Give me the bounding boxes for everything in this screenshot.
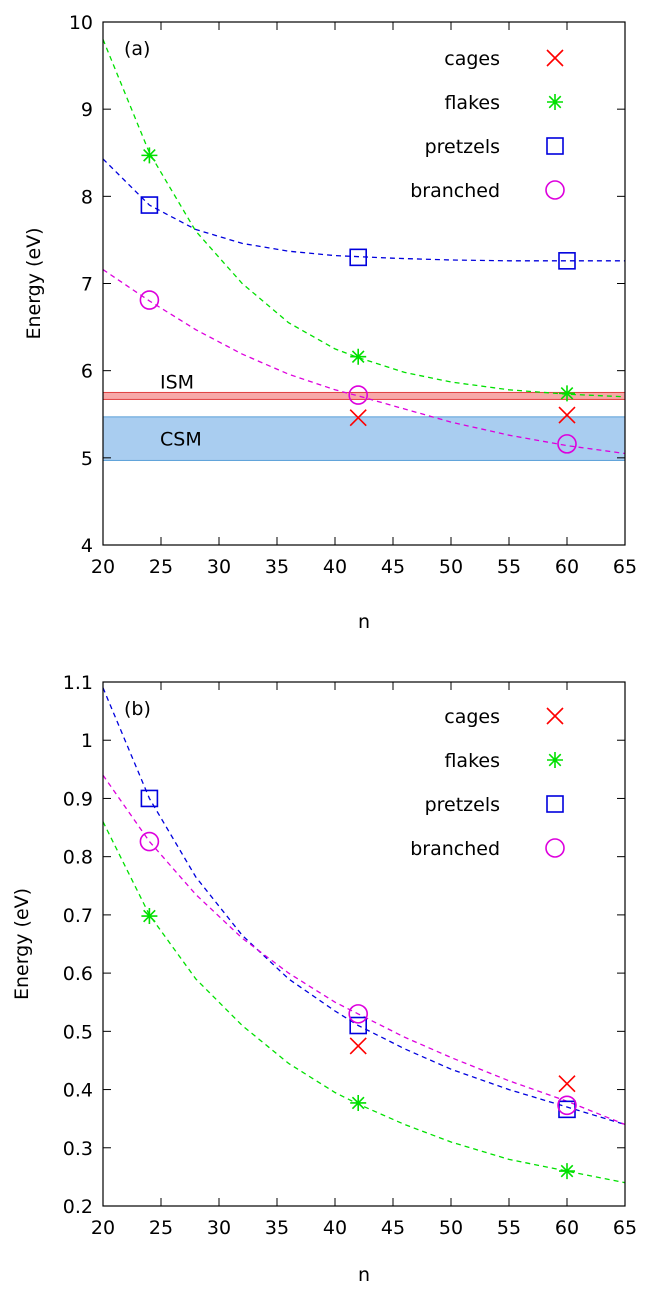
point-flakes-42 [350, 348, 367, 365]
x-tick-label: 35 [265, 556, 289, 578]
band-label-csm: CSM [160, 429, 202, 451]
x-tick-label: 45 [381, 556, 405, 578]
legend-label-flakes: flakes [444, 92, 500, 114]
plot-frame [102, 21, 626, 546]
point-cages-60 [558, 1075, 576, 1093]
y-tick-label: 1 [81, 730, 93, 752]
legend-label-pretzels: pretzels [425, 794, 500, 816]
y-tick-label: 0.2 [63, 1196, 93, 1218]
x-tick-label: 20 [91, 556, 115, 578]
y-tick-label: 4 [81, 535, 93, 557]
legend-marker-flakes [547, 752, 563, 768]
y-tick-label: 0.4 [63, 1080, 93, 1102]
point-pretzels-60 [558, 252, 576, 270]
x-tick-label: 35 [265, 1217, 289, 1239]
y-tick-label: 6 [81, 361, 93, 383]
x-tick-label: 65 [613, 1217, 637, 1239]
y-tick-label: 10 [69, 12, 93, 34]
legend-marker-branched [545, 180, 565, 200]
point-branched-24 [139, 290, 160, 310]
x-tick-label: 40 [323, 1217, 347, 1239]
x-axis-label: n [358, 1264, 370, 1286]
legend-label-branched: branched [410, 838, 500, 860]
fit-curve-branched [103, 774, 625, 1126]
y-tick-label: 0.3 [63, 1138, 93, 1160]
x-tick-label: 60 [555, 556, 579, 578]
point-branched-42 [348, 385, 369, 405]
point-cages-60 [558, 406, 576, 424]
fit-curve-pretzels [103, 158, 625, 262]
legend-marker-branched [545, 838, 565, 858]
y-tick-label: 0.6 [63, 963, 93, 985]
point-pretzels-24 [140, 789, 159, 808]
x-tick-label: 55 [497, 1217, 521, 1239]
point-flakes-60 [559, 385, 575, 402]
legend-label-pretzels: pretzels [425, 136, 500, 158]
point-pretzels-42 [349, 248, 368, 267]
panel-b: 20 25 30 35 40 45 50 55 60 65 0.2 0.3 0.4 0.5 0.6 0.7 0.… [11, 672, 637, 1286]
legend-label-flakes: flakes [444, 750, 500, 772]
point-branched-60 [557, 434, 577, 454]
x-tick-label: 25 [149, 1217, 173, 1239]
legend: cages flakes pretzels branched [410, 48, 565, 202]
plot-area [103, 687, 625, 1184]
fit-curve-flakes [103, 39, 625, 398]
x-tick-label: 55 [497, 556, 521, 578]
x-tick-label: 30 [207, 1217, 231, 1239]
point-branched-24 [139, 831, 160, 852]
x-tick-label: 20 [91, 1217, 115, 1239]
fit-curve-branched [103, 269, 625, 455]
point-pretzels-24 [140, 196, 159, 214]
legend-marker-pretzels [546, 795, 564, 813]
band-label-ism: ISM [160, 371, 194, 393]
y-tick-label: 0.7 [63, 905, 93, 927]
y-tick-label: 0.9 [63, 788, 93, 810]
x-tick-label: 65 [613, 556, 637, 578]
legend-label-branched: branched [410, 180, 500, 202]
legend-marker-flakes [547, 94, 563, 110]
x-tick-label: 60 [555, 1217, 579, 1239]
x-tick-label: 40 [323, 556, 347, 578]
point-branched-42 [348, 1004, 369, 1024]
point-flakes-60 [559, 1163, 575, 1180]
y-tick-label: 0.8 [63, 847, 93, 869]
x-tick-label: 45 [381, 1217, 405, 1239]
legend-marker-pretzels [546, 137, 564, 155]
panel-label: (a) [124, 38, 150, 60]
point-branched-60 [557, 1095, 577, 1116]
point-cages-42 [349, 409, 367, 427]
x-tick-label: 50 [439, 1217, 463, 1239]
y-axis-label: Energy (eV) [11, 888, 33, 1000]
x-tick-label: 30 [207, 556, 231, 578]
point-flakes-24 [141, 908, 158, 925]
band-ism [103, 391, 625, 400]
panel-label: (b) [124, 698, 151, 720]
y-tick-label: 9 [81, 99, 93, 121]
x-tick-label: 25 [149, 556, 173, 578]
fit-curve-pretzels [103, 687, 625, 1126]
y-tick-label: 5 [81, 448, 93, 470]
legend-marker-cages [546, 49, 564, 67]
point-cages-42 [349, 1037, 367, 1055]
legend-label-cages: cages [444, 48, 500, 70]
plot-frame [102, 681, 626, 1207]
y-axis-label: Energy (eV) [23, 227, 45, 339]
legend-marker-cages [546, 707, 564, 725]
legend: cages flakes pretzels branched [410, 706, 565, 860]
point-flakes-24 [141, 147, 158, 164]
point-pretzels-42 [349, 1016, 368, 1035]
x-axis-label: n [358, 611, 370, 633]
y-tick-label: 1.1 [63, 672, 93, 694]
y-tick-label: 0.5 [63, 1021, 93, 1043]
y-tick-label: 8 [81, 186, 93, 208]
fit-curve-flakes [103, 821, 625, 1184]
x-tick-label: 50 [439, 556, 463, 578]
y-tick-label: 7 [81, 274, 93, 296]
legend-label-cages: cages [444, 706, 500, 728]
point-flakes-42 [350, 1094, 367, 1111]
